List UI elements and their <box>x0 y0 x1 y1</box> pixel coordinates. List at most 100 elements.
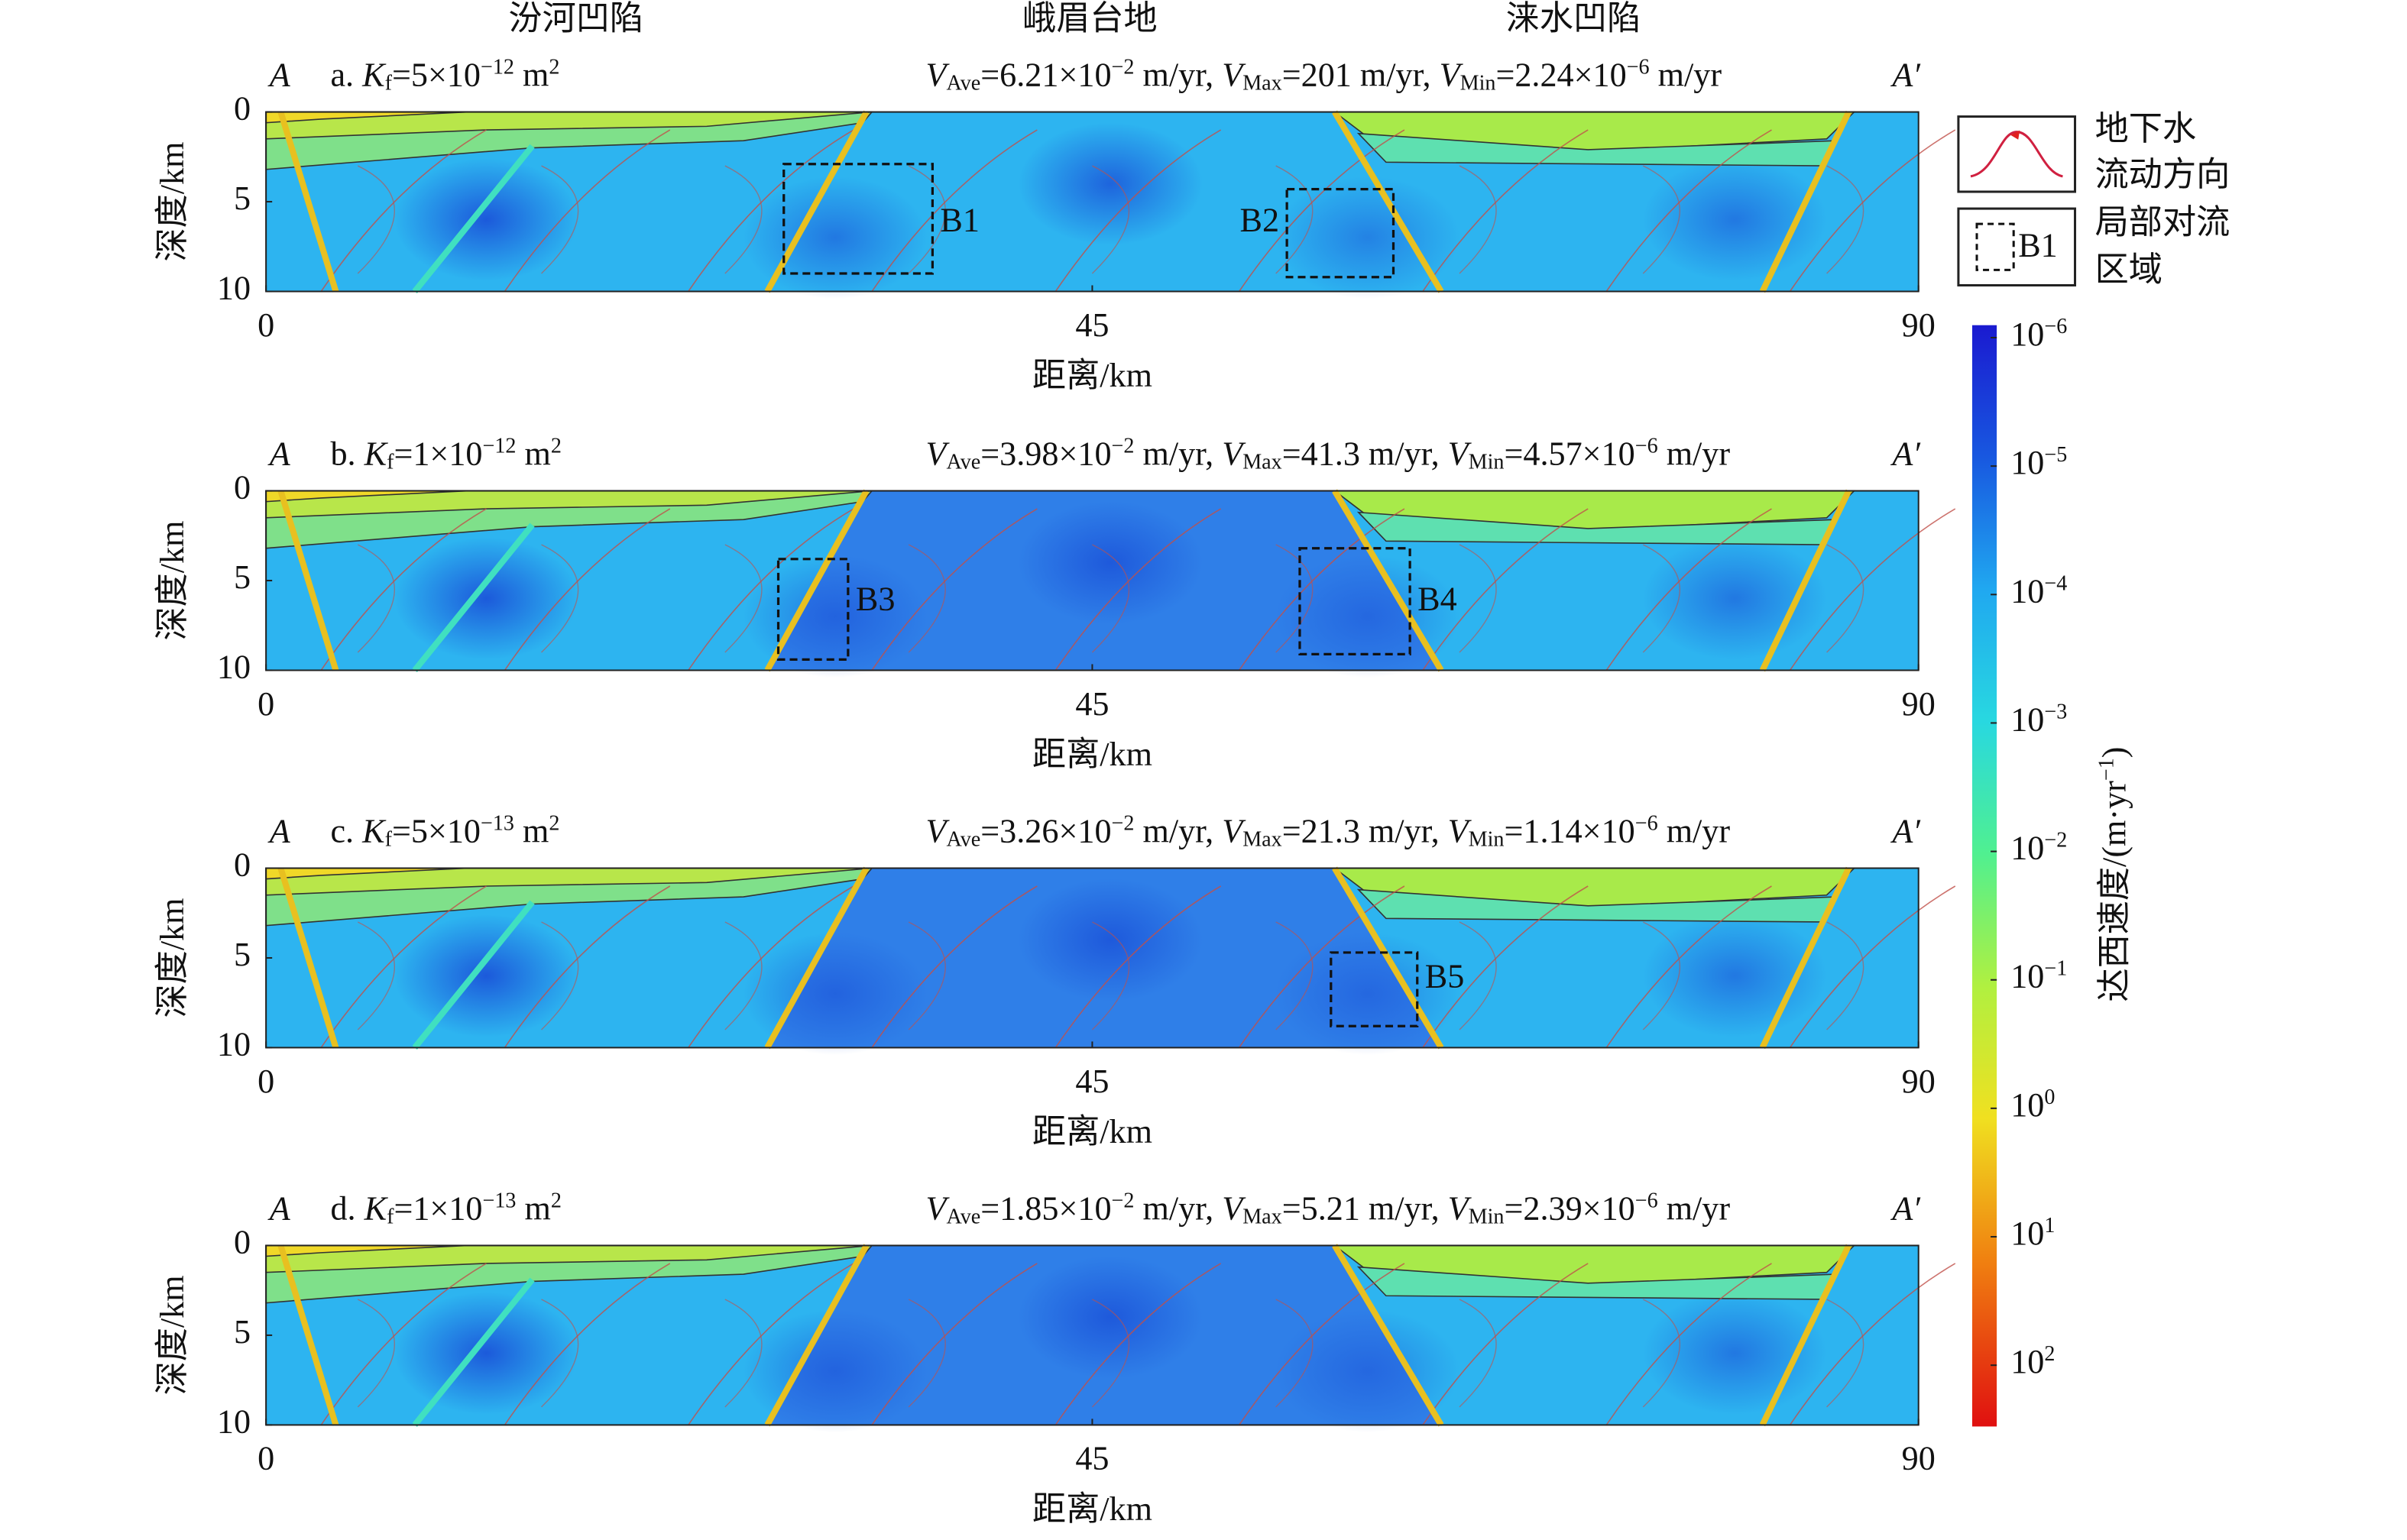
text-part: K <box>364 435 389 473</box>
box-label: B2 <box>1240 201 1280 238</box>
legend-arrow <box>2010 130 2020 140</box>
streamline <box>688 1263 854 1425</box>
text-part: −12 <box>481 55 514 79</box>
text-part: −1 <box>2095 758 2119 781</box>
text-part: =21.3 m/yr, <box>1282 812 1448 849</box>
low-velocity-spot <box>394 1292 578 1415</box>
text-part: Min <box>1469 827 1505 851</box>
text-part: Min <box>1460 71 1496 95</box>
section-end: A′ <box>1890 1189 1921 1227</box>
fault <box>764 489 870 672</box>
x-axis-label: 距离/km <box>1032 1113 1152 1150</box>
text-part: Ave <box>947 450 981 474</box>
text-part: d. <box>330 1189 364 1227</box>
text-part: 10 <box>2010 572 2044 610</box>
y-axis-label: 深度/km <box>154 1275 191 1395</box>
text-part: V <box>1448 1189 1472 1227</box>
text-part: =41.3 m/yr, <box>1282 435 1448 473</box>
x-tick-label: 0 <box>258 1063 274 1100</box>
text-part: Max <box>1242 1205 1282 1228</box>
fault <box>412 1277 535 1427</box>
legend-text: 局部对流 <box>2095 203 2230 241</box>
streamline <box>871 508 1038 671</box>
y-tick-label: 10 <box>217 649 251 686</box>
fault <box>412 522 535 673</box>
y-tick-label: 10 <box>217 1026 251 1063</box>
fault <box>1332 1244 1444 1427</box>
streamline <box>1275 165 1314 274</box>
text-part: =1.14×10 <box>1504 812 1634 849</box>
section-field <box>265 1244 1956 1433</box>
colorbar-tick-label: 101 <box>2010 1214 2055 1252</box>
y-tick-label: 0 <box>234 469 251 506</box>
streamline <box>1642 165 1680 274</box>
region-label: 峨眉台地 <box>1022 0 1158 37</box>
streamline <box>1459 1299 1497 1408</box>
text-part: Ave <box>947 1205 981 1228</box>
x-tick-label: 45 <box>1075 306 1109 344</box>
y-tick-label: 5 <box>234 180 251 217</box>
fault <box>1759 1244 1852 1427</box>
text-part: =3.98×10 <box>980 435 1111 473</box>
streamline <box>1422 508 1589 671</box>
section-start: A <box>267 1189 291 1227</box>
colorbar-tick-label: 10−5 <box>2010 443 2067 481</box>
x-tick-label: 0 <box>258 1440 274 1477</box>
streamline <box>1826 1299 1864 1408</box>
box-label: B4 <box>1417 580 1457 617</box>
section-start: A <box>267 57 291 94</box>
y-tick-label: 0 <box>234 1224 251 1261</box>
text-part: 2 <box>549 811 559 835</box>
text-part: V <box>1222 1189 1246 1227</box>
low-velocity-spot <box>394 537 578 660</box>
legend-text: 流动方向 <box>2095 156 2230 193</box>
region-label: 汾河凹陷 <box>508 0 643 37</box>
low-velocity-spot <box>1018 122 1203 245</box>
text-part: f <box>385 827 393 851</box>
streamline <box>1275 1299 1314 1408</box>
streamline <box>541 1299 579 1408</box>
text-part: m <box>516 435 550 473</box>
fault <box>1759 110 1852 293</box>
text-part: V <box>1222 57 1246 94</box>
text-part: −5 <box>2044 443 2067 467</box>
streamline <box>320 129 487 292</box>
text-part: −6 <box>1635 811 1658 835</box>
x-tick-label: 0 <box>258 685 274 723</box>
text-part: a. <box>330 57 362 94</box>
streamline <box>1642 1299 1680 1408</box>
rich-text: VAve=1.85×10−2 m/yr, VMax=5.21 m/yr, VMi… <box>926 1189 1731 1228</box>
fault <box>412 144 535 294</box>
text-part: 10 <box>2010 958 2044 995</box>
rich-text: b. Kf=1×10−12 m2 <box>330 434 561 474</box>
streamline <box>1091 165 1129 274</box>
streamline <box>1605 1263 1772 1425</box>
text-part: V <box>1448 435 1472 473</box>
streamline <box>871 1263 1038 1425</box>
text-part: 10 <box>2010 701 2044 739</box>
text-part: =6.21×10 <box>980 57 1111 94</box>
text-part: −2 <box>1112 1189 1135 1212</box>
streamline <box>504 508 671 671</box>
streamline <box>908 1299 946 1408</box>
section-field <box>265 866 1956 1056</box>
text-part: Min <box>1469 450 1505 474</box>
text-part: 10 <box>2010 1086 2044 1124</box>
colorbar-tick-label: 10−6 <box>2010 315 2067 353</box>
text-part: −13 <box>481 811 514 835</box>
text-part: V <box>926 812 951 849</box>
box-label: B1 <box>940 201 980 238</box>
text-part: 达西速度/(m·yr <box>2096 781 2133 1002</box>
region-label: 涞水凹陷 <box>1506 0 1641 37</box>
x-tick-label: 90 <box>1902 1440 1936 1477</box>
y-tick-label: 5 <box>234 936 251 973</box>
streamline <box>908 544 946 653</box>
streamline <box>724 165 763 274</box>
text-part: −2 <box>1112 434 1135 458</box>
y-tick-label: 5 <box>234 558 251 596</box>
text-part: −2 <box>2044 828 2067 852</box>
low-velocity-spot <box>394 914 578 1037</box>
fault <box>1759 489 1852 672</box>
convection-box <box>782 163 934 275</box>
fault <box>1332 489 1444 672</box>
